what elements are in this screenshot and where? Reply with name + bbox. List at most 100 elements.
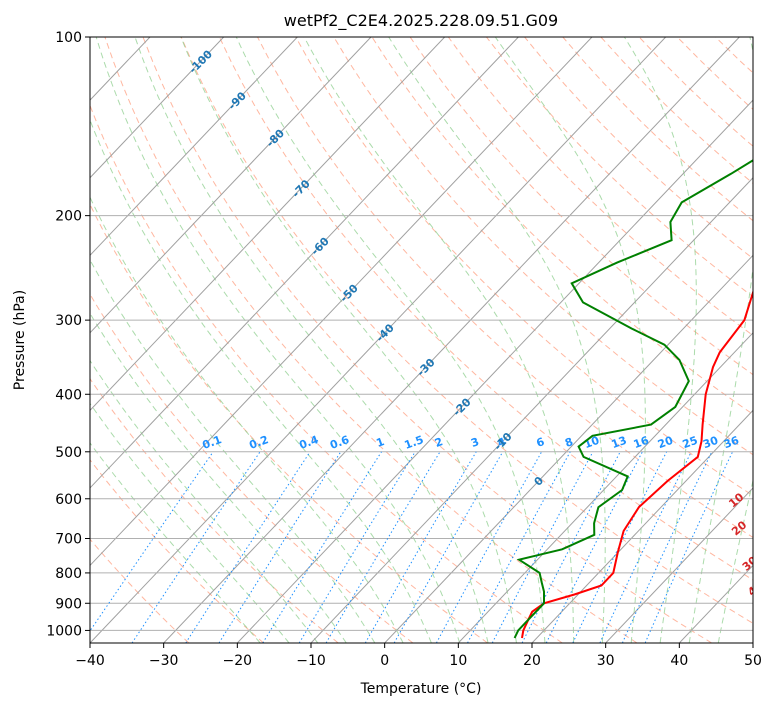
dry-adiabat-line: [486, 37, 753, 298]
mixing-ratio-label: 16: [632, 434, 651, 452]
isotherm-line: [90, 37, 446, 412]
dry-adiabat-line: [257, 37, 753, 539]
x-tick-label: 50: [744, 653, 762, 669]
mixing-ratio-line: [90, 451, 214, 632]
dry-adiabat-line: [371, 37, 753, 415]
y-tick-label: 900: [55, 596, 82, 612]
profile-series: [513, 159, 753, 639]
x-tick-label: −30: [149, 653, 179, 669]
saturated-adiabat-label: 30: [740, 554, 760, 574]
mixing-ratio-label: 25: [681, 434, 700, 451]
saturated-adiabat-label: 40: [745, 579, 765, 599]
dry-adiabat-line: [104, 37, 638, 643]
isotherm-line: [90, 37, 593, 567]
moist-adiabat-line: [90, 196, 404, 643]
y-tick-label: 700: [55, 532, 82, 548]
y-axis-label: Pressure (hPa): [12, 290, 28, 390]
x-tick-label: −10: [296, 653, 326, 669]
saturated-adiabat-label: 10: [726, 490, 746, 510]
x-tick-label: 40: [670, 653, 688, 669]
mixing-ratio-label: 10: [582, 434, 601, 452]
mixing-ratio-label: 30: [701, 434, 720, 452]
dry-adiabat-line: [90, 104, 563, 643]
y-tick-label: 200: [55, 209, 82, 225]
dry-adiabat-line: [638, 37, 753, 147]
mixing-ratio-line: [545, 451, 643, 643]
y-tick-label: 1000: [46, 623, 82, 639]
moist-adiabat-line: [90, 118, 432, 643]
dry-adiabat-line: [90, 293, 414, 643]
x-tick-label: 10: [449, 653, 467, 669]
moist-adiabat-line: [717, 478, 753, 643]
isotherm-line: [90, 37, 667, 643]
mixing-ratio-label: 1.5: [403, 433, 426, 452]
dry-adiabat-line: [754, 37, 775, 643]
isotherm-line: [236, 99, 753, 643]
y-tick-label: 800: [55, 566, 82, 582]
x-axis-label: Temperature (°C): [360, 681, 482, 697]
saturated-adiabat-label: 20: [729, 518, 749, 538]
moist-adiabat-line: [95, 37, 461, 643]
moist-adiabat-line: [303, 37, 575, 643]
background-lines: [90, 37, 775, 643]
dry-adiabat-line: [142, 37, 712, 643]
isotherm-line: [384, 254, 753, 643]
dry-adiabat-line: [715, 37, 753, 74]
mixing-ratio-label: 0.4: [297, 433, 320, 452]
moist-adiabat-line: [90, 312, 347, 643]
y-tick-label: 600: [55, 492, 82, 508]
y-tick-label: 500: [55, 445, 82, 461]
mixing-ratio-label: 20: [656, 434, 675, 452]
mixing-ratio-line: [218, 451, 342, 643]
mixing-ratio-label: 8: [563, 435, 575, 450]
mixing-ratio-line: [131, 451, 261, 643]
mixing-ratio-label: 0.6: [328, 433, 351, 452]
mixing-ratio-line: [491, 451, 594, 643]
dry-adiabat-line: [90, 203, 488, 643]
moist-adiabat-line: [494, 37, 646, 643]
isotherm-line: [163, 37, 740, 643]
x-tick-label: −20: [223, 653, 253, 669]
moist-adiabat-line: [688, 37, 753, 643]
line-labels: 0.1 0.2 0.4 0.6 1 1.5 2 3 4 6 8 10 13 16 20 25 30 36-100-…: [186, 47, 765, 599]
y-tick-label: 400: [55, 387, 82, 403]
isotherm-line: [752, 642, 753, 643]
temperature-line: [521, 289, 753, 639]
moist-adiabat-line: [90, 402, 290, 643]
mixing-ratio-line: [599, 451, 692, 643]
dry-adiabat-line: [409, 37, 753, 376]
dry-adiabat-line: [600, 37, 753, 184]
isotherm-line: [605, 487, 753, 643]
isotherm-line: [457, 332, 753, 643]
dry-adiabat-line: [447, 37, 753, 337]
axis-ticks: −40 −30 −20 −10 0 10 20 30 40 50 1000 900 800 700 600 5…: [46, 30, 762, 669]
mixing-ratio-label: 3: [469, 435, 481, 450]
moist-adiabat-line: [134, 37, 489, 643]
mixing-ratio-label: 0.1: [201, 433, 224, 452]
chart-title: wetPf2_C2E4.2025.228.09.51.G09: [284, 11, 558, 31]
x-tick-label: 20: [523, 653, 541, 669]
dry-adiabat-line: [90, 458, 264, 643]
y-tick-label: 300: [55, 313, 82, 329]
moist-adiabat-line: [235, 37, 546, 643]
mixing-ratio-line: [393, 451, 504, 643]
moist-adiabat-line: [180, 37, 517, 643]
moist-adiabat-line: [623, 37, 697, 643]
isotherm-label: -100: [186, 47, 215, 76]
y-tick-label: 100: [55, 30, 82, 46]
dry-adiabat-line: [333, 37, 753, 456]
mixing-ratio-line: [572, 451, 668, 643]
mixing-ratio-line: [467, 451, 571, 643]
mixing-ratio-label: 4: [496, 435, 508, 450]
x-tick-label: 0: [380, 653, 389, 669]
dry-adiabat-line: [562, 37, 753, 222]
isotherm-line: [531, 409, 753, 643]
mixing-ratio-line: [644, 451, 734, 643]
dry-adiabat-line: [180, 37, 753, 624]
dry-adiabat-line: [295, 37, 753, 497]
dry-adiabat-line: [90, 538, 190, 643]
x-tick-label: −40: [75, 653, 105, 669]
mixing-ratio-label: 13: [610, 434, 629, 451]
x-tick-label: 30: [597, 653, 615, 669]
